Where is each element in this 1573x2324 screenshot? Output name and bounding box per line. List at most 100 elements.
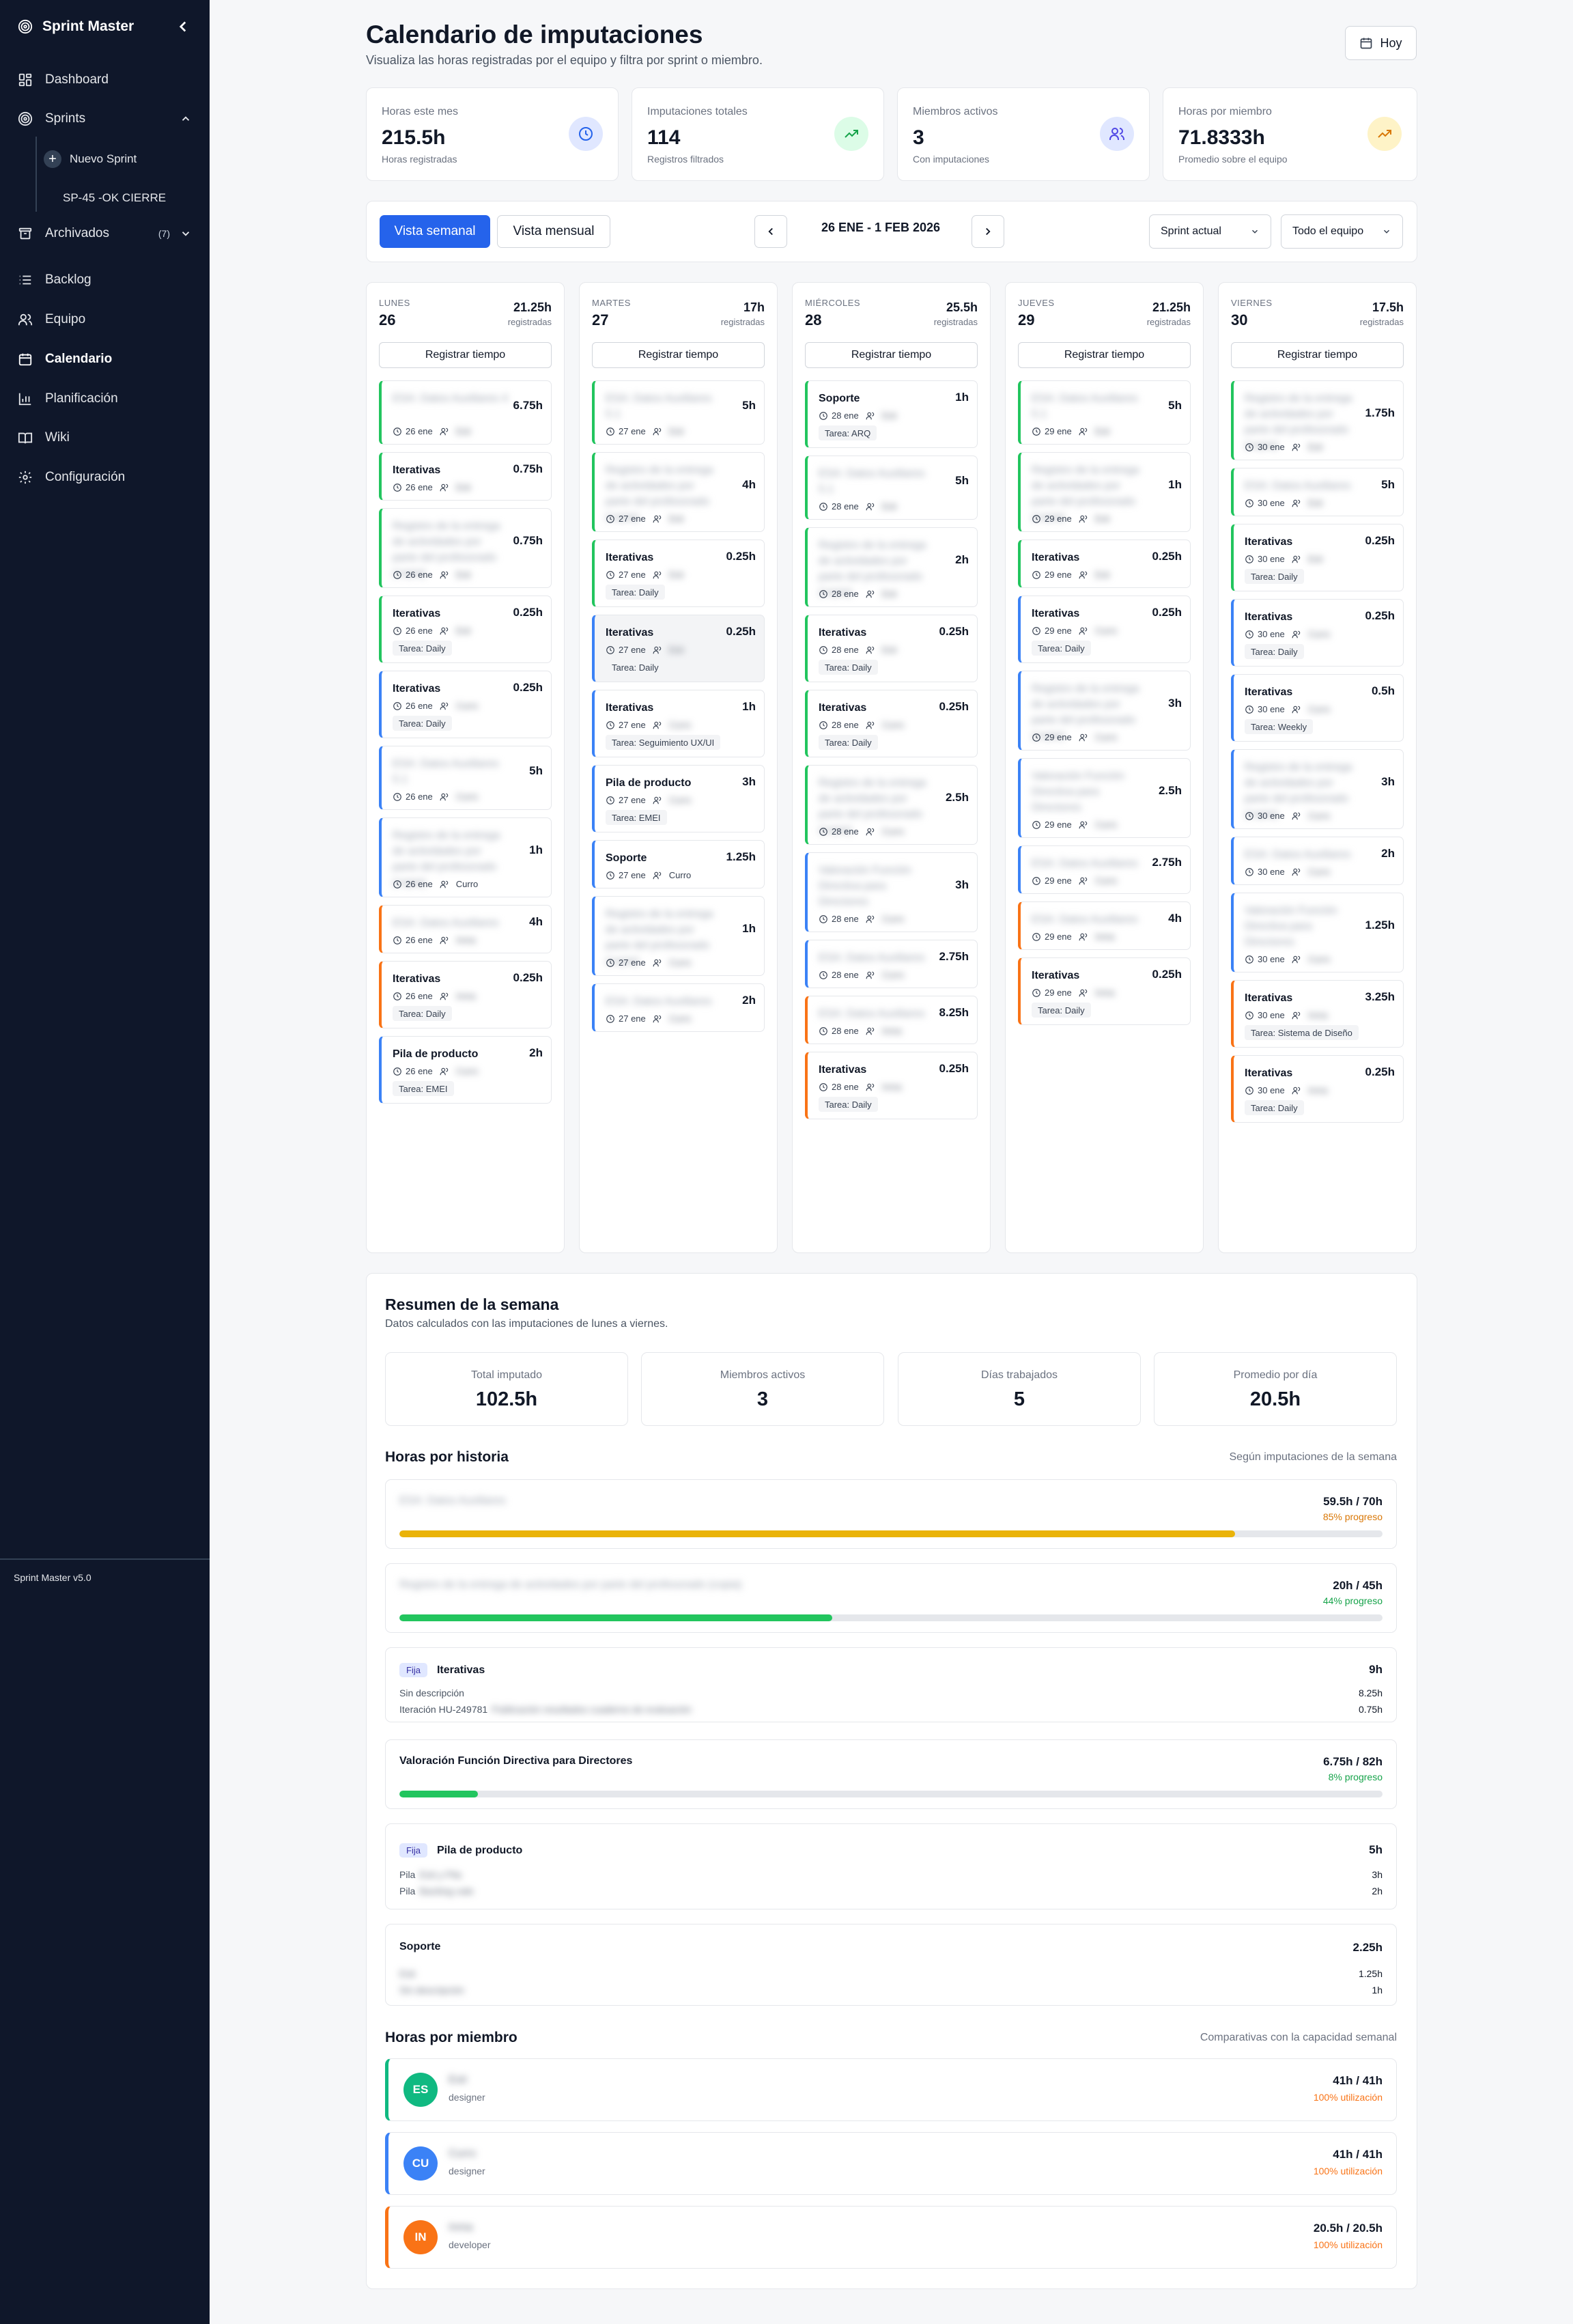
time-entry-card[interactable]: ESA: Datos Auxiliares 5.1 5h 27 ene Esti [592,380,765,445]
entry-member: Curro [881,914,905,924]
sprint-item[interactable]: SP-45 -OK CIERRE [63,191,166,205]
chevron-left-icon[interactable] [174,18,192,36]
time-entry-card[interactable]: ESA: Datos Auxiliares 5.1 5h 26 ene Curro [379,746,552,810]
weekly-view-button[interactable]: Vista semanal [380,215,490,248]
nav-configuracion[interactable]: Configuración [18,464,192,491]
time-entry-card[interactable]: Iterativas 0.25h 27 ene Esti Tarea: Daily [592,540,765,607]
time-entry-card[interactable]: Registro de la entrega de actividades po… [1018,452,1191,532]
time-entry-card[interactable]: Iterativas 3.25h 30 ene Inma Tarea: Sistema … [1231,980,1404,1048]
time-entry-card[interactable]: Registro de la entrega de actividades po… [379,508,552,588]
time-entry-card[interactable]: Registro de la entrega de actividades po… [592,896,765,976]
clock-icon [1245,705,1253,714]
time-entry-card[interactable]: Registro de la entrega de actividades po… [1231,380,1404,460]
clock-icon [819,827,827,836]
time-entry-card[interactable]: Registro de la entrega de actividades po… [1231,749,1404,829]
entry-hours: 2h [955,553,969,566]
time-entry-card[interactable]: Iterativas 0.25h 28 ene Curro Tarea: Daily [805,690,978,757]
register-time-button[interactable]: Registrar tiempo [379,342,552,368]
prev-week-button[interactable] [754,215,787,248]
time-entry-card[interactable]: Iterativas 1h 27 ene Curro Tarea: Seguimient… [592,690,765,757]
time-entry-card[interactable]: Valoración Función Directiva para Direct… [805,852,978,932]
sprint-filter-select[interactable]: Sprint actual [1149,214,1271,249]
time-entry-card[interactable]: ESA: Datos Auxiliares 2h 30 ene Curro [1231,837,1404,885]
time-entry-card[interactable]: Iterativas 0.25h 26 ene Esti Tarea: Daily [379,596,552,663]
users-icon [866,971,874,979]
chevron-up-icon[interactable] [180,113,192,125]
time-entry-card[interactable]: Valoración Función Directiva para Direct… [1018,758,1191,838]
time-entry-card[interactable]: Soporte 1h 28 ene Esti Tarea: ARQ [805,380,978,448]
avatar: IN [403,2220,438,2254]
register-time-button[interactable]: Registrar tiempo [805,342,978,368]
time-entry-card[interactable]: Registro de la entrega de actividades po… [379,817,552,897]
entry-title: ESA: Datos Auxiliares [393,917,499,929]
sprint-item-label: SP-45 -OK CIERRE [63,191,167,204]
time-entry-card[interactable]: ESA: Datos Auxiliares 2h 27 ene Curro [592,983,765,1032]
entry-date: 26 ene [406,935,433,945]
time-entry-card[interactable]: ESA: Datos Auxiliares 4 6.75h 26 ene Esti [379,380,552,445]
nav-calendario[interactable]: Calendario [18,346,192,373]
register-time-button[interactable]: Registrar tiempo [1018,342,1191,368]
users-icon [1079,428,1087,435]
time-entry-card[interactable]: Pila de producto 2h 26 ene Curro Tarea: EMEI [379,1036,552,1104]
register-time-button[interactable]: Registrar tiempo [592,342,765,368]
time-entry-card[interactable]: Iterativas 0.25h 30 ene Curro Tarea: Daily [1231,599,1404,667]
time-entry-card[interactable]: Iterativas 0.25h 29 ene Inma Tarea: Daily [1018,957,1191,1025]
time-entry-card[interactable]: ESA: Datos Auxiliares 5.1 5h 29 ene Esti [1018,380,1191,445]
time-entry-card[interactable]: Iterativas 0.25h 26 ene Inma Tarea: Daily [379,961,552,1028]
monthly-view-button[interactable]: Vista mensual [497,215,610,248]
entry-member: Inma [1307,1010,1328,1020]
team-filter-select[interactable]: Todo el equipo [1281,214,1403,249]
entry-title: Iterativas [393,608,441,619]
time-entry-card[interactable]: ESA: Datos Auxiliares 5.1 5h 28 ene Esti [805,456,978,520]
time-entry-card[interactable]: Iterativas 0.25h 28 ene Esti Tarea: Daily [805,615,978,682]
time-entry-card[interactable]: Pila de producto 3h 27 ene Curro Tarea: EMEI [592,765,765,832]
entry-title: ESA: Datos Auxiliares [1032,858,1138,869]
time-entry-card[interactable]: ESA: Datos Auxiliares 2.75h 29 ene Curro [1018,845,1191,894]
stat-total: Total imputado 102.5h [385,1352,628,1426]
nav-backlog[interactable]: Backlog [18,266,192,294]
today-button[interactable]: Hoy [1345,26,1417,60]
time-entry-card[interactable]: Iterativas 0.25h 28 ene Inma Tarea: Daily [805,1052,978,1119]
time-entry-card[interactable]: Soporte 1.25h 27 ene Curro [592,840,765,888]
entry-date: 28 ene [832,970,859,980]
entry-meta: 30 ene Curro [1245,629,1330,639]
time-entry-card[interactable]: Iterativas 0.25h 27 ene Esti Tarea: Daily [592,615,765,682]
nav-sprints[interactable]: Sprints [18,105,192,132]
time-entry-card[interactable]: Registro de la entrega de actividades po… [805,527,978,607]
nav-archivados[interactable]: Archivados (7) [18,220,192,247]
time-entry-card[interactable]: Registro de la entrega de actividades po… [805,765,978,845]
entry-hours: 3h [955,878,969,891]
time-entry-card[interactable]: ESA: Datos Auxiliares 2.75h 28 ene Curro [805,940,978,988]
kpi-sub: Con imputaciones [913,154,990,165]
chevron-down-icon[interactable] [180,227,192,240]
time-entry-card[interactable]: Iterativas 0.25h 30 ene Inma Tarea: Daily [1231,1055,1404,1123]
time-entry-card[interactable]: Registro de la entrega de actividades po… [592,452,765,532]
time-entry-card[interactable]: Valoración Función Directiva para Direct… [1231,893,1404,972]
users-icon [440,627,448,634]
detail-extra: Esti [399,1968,416,1979]
new-sprint-button[interactable]: + Nuevo Sprint [44,150,137,168]
stat-days: Días trabajados 5 [898,1352,1141,1426]
nav-equipo[interactable]: Equipo [18,306,192,333]
time-entry-card[interactable]: Iterativas 0.25h 29 ene Esti [1018,540,1191,588]
nav-planificacion[interactable]: Planificación [18,385,192,412]
nav-wiki[interactable]: Wiki [18,424,192,451]
time-entry-card[interactable]: ESA: Datos Auxiliares 8.25h 28 ene Inma [805,996,978,1044]
story-title: Fija Pila de producto [399,1843,522,1858]
time-entry-card[interactable]: ESA: Datos Auxiliares 4h 29 ene Inma [1018,901,1191,950]
time-entry-card[interactable]: ESA: Datos Auxiliares 5h 30 ene Esti [1231,468,1404,516]
time-entry-card[interactable]: Iterativas 0.5h 30 ene Curro Tarea: Weekly [1231,674,1404,742]
time-entry-card[interactable]: ESA: Datos Auxiliares 4h 26 ene Inma [379,905,552,953]
time-entry-card[interactable]: Iterativas 0.75h 26 ene Esti [379,452,552,501]
sprint-filter-value: Sprint actual [1161,225,1221,237]
time-entry-card[interactable]: Iterativas 0.25h 30 ene Esti Tarea: Daily [1231,524,1404,591]
register-time-button[interactable]: Registrar tiempo [1231,342,1404,368]
time-entry-card[interactable]: Registro de la entrega de actividades po… [1018,671,1191,751]
time-entry-card[interactable]: Iterativas 0.25h 26 ene Curro Tarea: Daily [379,671,552,738]
next-week-button[interactable] [972,215,1004,248]
nav-dashboard[interactable]: Dashboard [18,66,192,94]
clock-icon [606,645,614,654]
clock-icon [1032,733,1040,742]
time-entry-card[interactable]: Iterativas 0.25h 29 ene Curro Tarea: Daily [1018,596,1191,663]
entry-hours: 0.25h [1365,1065,1395,1078]
